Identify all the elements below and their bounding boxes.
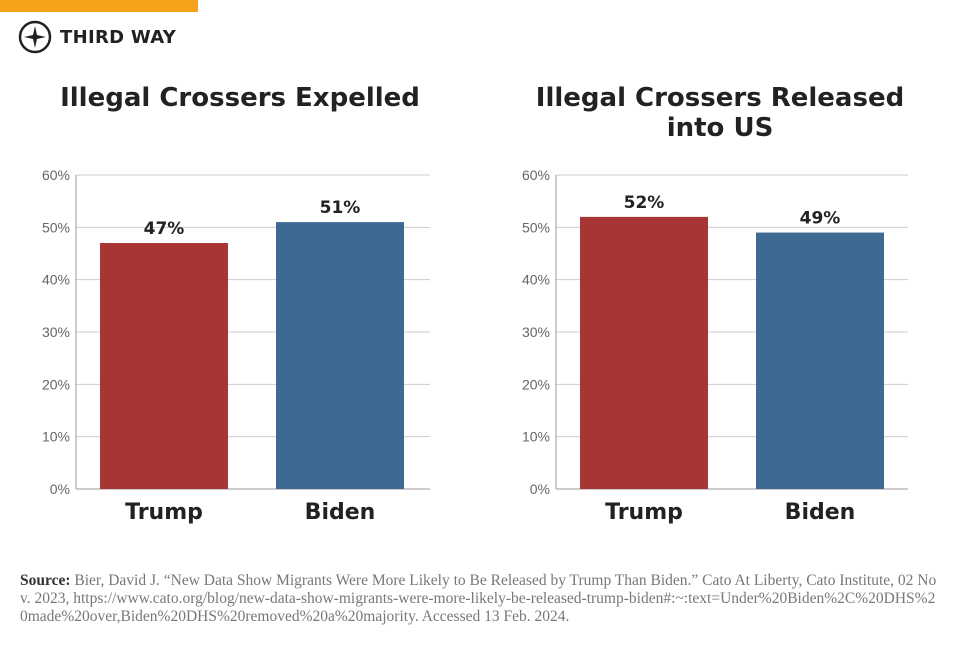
bar-trump (100, 243, 228, 489)
chart-title: into US (667, 113, 774, 143)
bar-biden (756, 232, 884, 490)
y-tick-label: 0% (50, 481, 70, 497)
y-tick-label: 40% (522, 272, 550, 288)
y-tick-label: 50% (522, 219, 550, 235)
data-label: 51% (320, 198, 361, 218)
y-tick-label: 60% (522, 167, 550, 183)
source-label: Source: (20, 572, 71, 589)
logo: THIRD WAY (18, 20, 176, 54)
bar-biden (276, 222, 404, 489)
charts: Illegal Crossers Expelled 0% 10% 20% 30% 40% 5… (42, 83, 908, 525)
source-note: Source: Bier, David J. “New Data Show Mi… (20, 572, 940, 626)
y-tick-label: 60% (42, 167, 70, 183)
bar-trump (580, 216, 708, 489)
source-text: Bier, David J. “New Data Show Migrants W… (20, 572, 937, 625)
chart-title: Illegal Crossers Expelled (60, 83, 420, 113)
y-tick-label: 10% (522, 429, 550, 445)
category-label: Biden (305, 500, 376, 525)
y-tick-label: 50% (42, 219, 70, 235)
y-tick-label: 0% (530, 481, 550, 497)
chart-title: Illegal Crossers Released (536, 83, 904, 113)
accent-bar (0, 0, 198, 12)
y-tick-label: 10% (42, 429, 70, 445)
y-tick-label: 40% (42, 272, 70, 288)
category-label: Trump (605, 500, 683, 525)
brand-name: THIRD WAY (60, 26, 177, 48)
data-label: 49% (800, 209, 841, 229)
category-label: Biden (785, 500, 856, 525)
compass-icon (18, 20, 52, 54)
y-tick-label: 20% (522, 376, 550, 392)
y-tick-label: 30% (522, 324, 550, 340)
category-label: Trump (125, 500, 203, 525)
y-tick-label: 30% (42, 324, 70, 340)
data-label: 47% (144, 219, 185, 239)
y-tick-label: 20% (42, 376, 70, 392)
data-label: 52% (624, 193, 665, 213)
